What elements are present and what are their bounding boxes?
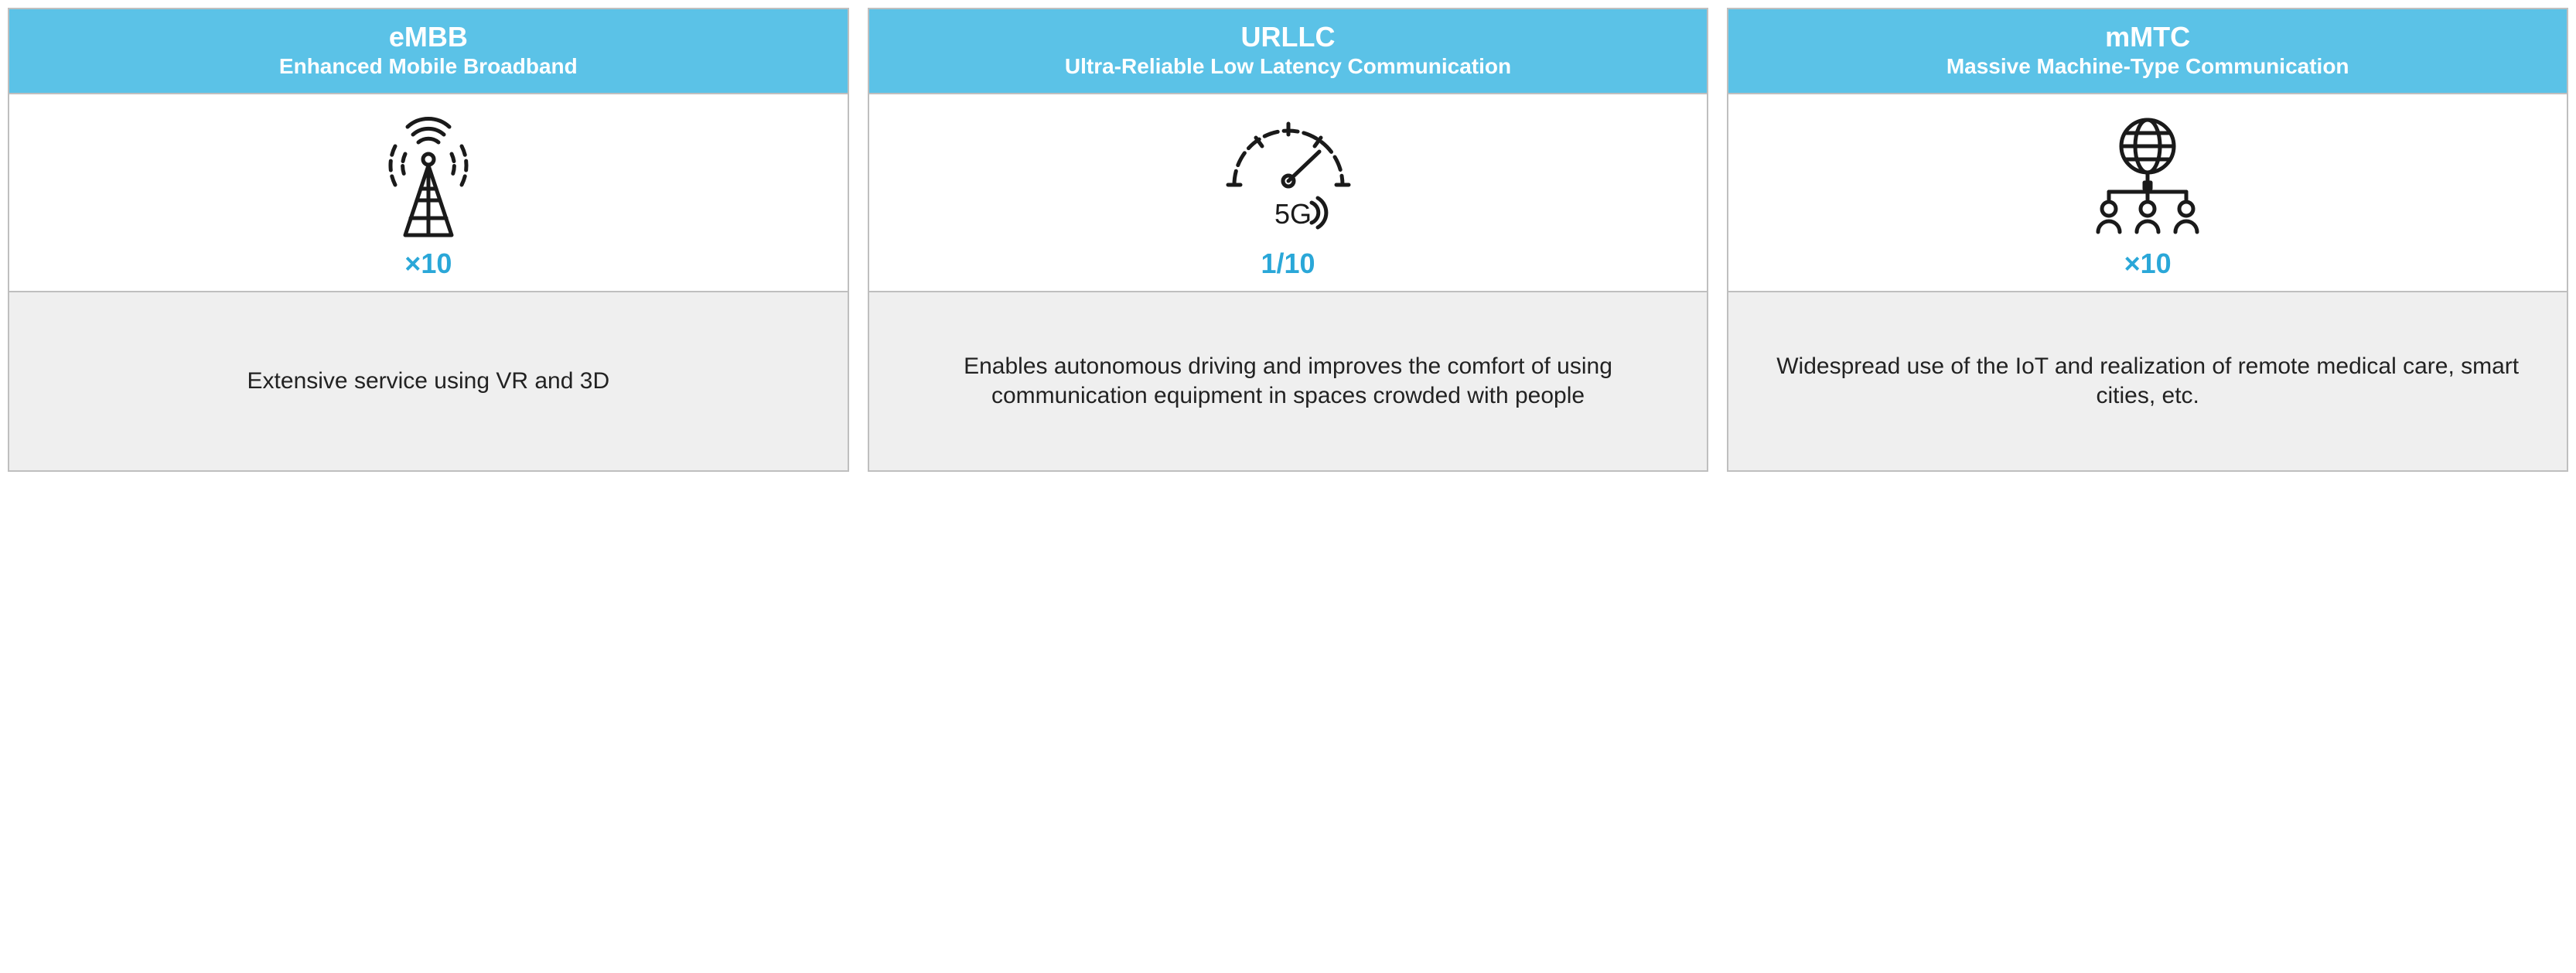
card-body-urllc: 5G 1/10 xyxy=(869,93,1708,292)
svg-text:5G: 5G xyxy=(1274,198,1312,230)
card-body-mmtc: ×10 xyxy=(1728,93,2567,292)
card-subtitle: Ultra-Reliable Low Latency Communication xyxy=(875,54,1701,79)
card-description: Extensive service using VR and 3D xyxy=(247,367,610,396)
speedometer-5g-icon: 5G xyxy=(1211,111,1366,243)
globe-network-icon xyxy=(2078,111,2217,243)
card-header-mmtc: mMTC Massive Machine-Type Communication xyxy=(1728,9,2567,93)
card-footer-embb: Extensive service using VR and 3D xyxy=(9,292,848,470)
card-urllc: URLLC Ultra-Reliable Low Latency Communi… xyxy=(868,8,1709,472)
card-body-embb: ×10 xyxy=(9,93,848,292)
card-metric: ×10 xyxy=(404,248,452,280)
card-title: eMBB xyxy=(15,22,841,53)
card-title: mMTC xyxy=(1735,22,2561,53)
card-header-embb: eMBB Enhanced Mobile Broadband xyxy=(9,9,848,93)
card-metric: ×10 xyxy=(2124,248,2172,280)
card-footer-mmtc: Widespread use of the IoT and realizatio… xyxy=(1728,292,2567,470)
card-title: URLLC xyxy=(875,22,1701,53)
card-footer-urllc: Enables autonomous driving and improves … xyxy=(869,292,1708,470)
card-metric: 1/10 xyxy=(1261,248,1315,280)
card-subtitle: Enhanced Mobile Broadband xyxy=(15,54,841,79)
card-subtitle: Massive Machine-Type Communication xyxy=(1735,54,2561,79)
card-header-urllc: URLLC Ultra-Reliable Low Latency Communi… xyxy=(869,9,1708,93)
card-embb: eMBB Enhanced Mobile Broadband xyxy=(8,8,849,472)
antenna-icon xyxy=(363,111,494,243)
card-mmtc: mMTC Massive Machine-Type Communication xyxy=(1727,8,2568,472)
cards-grid: eMBB Enhanced Mobile Broadband xyxy=(8,8,2568,472)
card-description: Widespread use of the IoT and realizatio… xyxy=(1750,352,2545,411)
card-description: Enables autonomous driving and improves … xyxy=(891,352,1686,411)
